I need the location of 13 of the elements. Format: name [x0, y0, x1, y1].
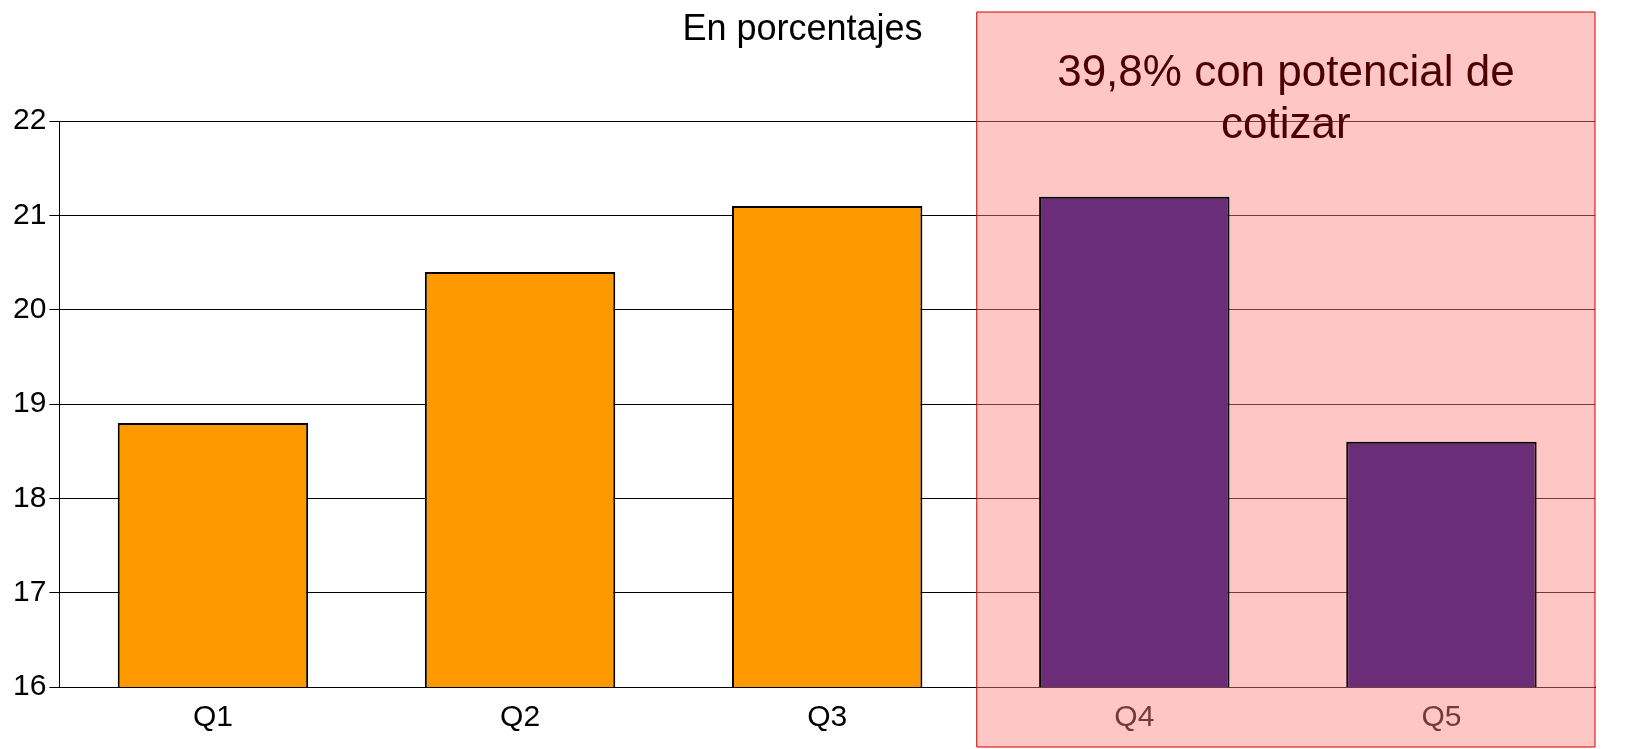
y-tick-label: 17 — [12, 573, 47, 607]
y-tick-label: 22 — [12, 102, 47, 136]
y-tick-label: 21 — [12, 196, 47, 230]
y-tick-label: 19 — [12, 385, 47, 419]
x-tick-label: Q3 — [807, 699, 848, 733]
chart-title: En porcentajes — [682, 6, 923, 48]
y-tick-label: 20 — [12, 291, 47, 325]
x-tick-label: Q5 — [1421, 699, 1462, 733]
x-tick-label: Q1 — [192, 699, 233, 733]
y-tick-label: 16 — [12, 668, 47, 702]
x-tick-label: Q4 — [1114, 699, 1155, 733]
y-tick-label: 18 — [12, 479, 47, 513]
x-tick-label: Q2 — [500, 699, 541, 733]
